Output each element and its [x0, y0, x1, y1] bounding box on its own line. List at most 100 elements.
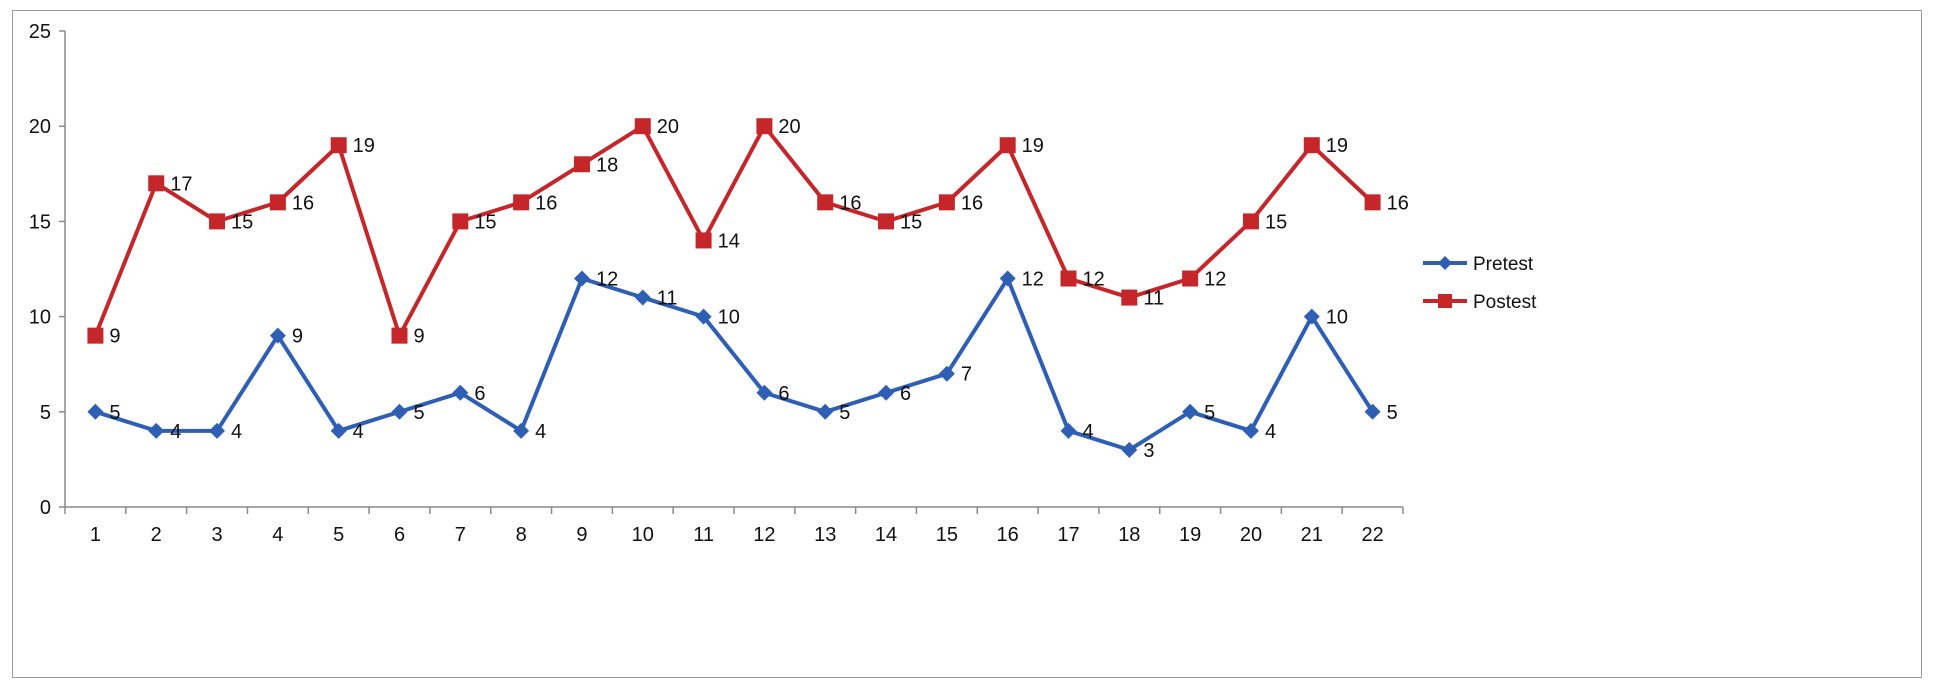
pretest-point [817, 403, 834, 420]
postest-series-line [93, 124, 1374, 338]
pretest-legend-label: Pretest [1473, 254, 1534, 275]
postest-point [148, 175, 165, 192]
x-tick-label: 11 [693, 524, 714, 546]
pretest-point [330, 422, 347, 439]
postest-point [330, 137, 347, 154]
series-layer [87, 118, 1381, 458]
pretest-point [695, 308, 712, 325]
x-tick-label: 19 [1179, 524, 1201, 546]
pretest-series-line [94, 276, 1375, 452]
x-tick-label: 14 [875, 524, 897, 546]
x-tick-label: 9 [576, 524, 587, 546]
pretest-data-label: 10 [1326, 307, 1348, 329]
postest-data-label: 15 [231, 211, 253, 233]
pretest-data-label: 6 [778, 383, 789, 405]
y-tick-label: 25 [29, 21, 51, 43]
pretest-point [87, 403, 104, 420]
pretest-data-label: 3 [1143, 440, 1154, 462]
pretest-point [269, 327, 286, 344]
pretest-point [209, 422, 226, 439]
pretest-point [1303, 308, 1320, 325]
chart-frame: 0 5 10 15 20 25 1 2 3 4 5 6 7 8 9 10 11 12 13 14 15 16 17 18 19 2… [12, 10, 1922, 678]
postest-data-label: 12 [1204, 269, 1226, 291]
pretest-data-label: 9 [292, 326, 303, 348]
postest-point [938, 194, 955, 211]
postest-point [695, 232, 712, 249]
x-tick-label: 17 [1057, 524, 1079, 546]
postest-point [269, 194, 286, 211]
x-tick-label: 10 [632, 524, 654, 546]
postest-point [1121, 289, 1138, 306]
pretest-point [1182, 403, 1199, 420]
pretest-data-label: 5 [839, 402, 850, 424]
postest-data-label: 18 [596, 154, 618, 176]
pretest-data-label: 4 [1265, 421, 1276, 443]
x-tick-label: 3 [211, 524, 222, 546]
pretest-data-label: 6 [900, 383, 911, 405]
pretest-data-label: 12 [1022, 269, 1044, 291]
pretest-point [1121, 441, 1138, 458]
pretest-data-label: 4 [170, 421, 181, 443]
y-tick-label: 0 [40, 497, 51, 519]
postest-data-label: 12 [1083, 269, 1105, 291]
pretest-data-label: 4 [1083, 421, 1094, 443]
x-tick-label: 20 [1240, 524, 1262, 546]
x-tick-label: 18 [1118, 524, 1140, 546]
x-tick-label: 4 [272, 524, 283, 546]
pretest-data-label: 11 [657, 288, 678, 310]
pretest-point [878, 384, 895, 401]
pretest-data-label: 5 [414, 402, 425, 424]
pretest-data-label: 7 [961, 364, 972, 386]
postest-data-label: 15 [1265, 211, 1287, 233]
postest-point [1060, 270, 1077, 287]
x-tick-label: 16 [997, 524, 1019, 546]
x-tick-label: 8 [516, 524, 527, 546]
postest-point [878, 213, 895, 230]
postest-data-label: 19 [353, 135, 375, 157]
pretest-point [1364, 403, 1381, 420]
postest-data-label: 15 [474, 211, 496, 233]
postest-data-label: 19 [1022, 135, 1044, 157]
y-tick-label: 20 [29, 116, 51, 138]
postest-data-label: 17 [170, 173, 192, 195]
pretest-data-label: 4 [535, 421, 546, 443]
pretest-point [999, 270, 1016, 287]
pretest-point [938, 365, 955, 382]
x-tick-label: 22 [1361, 524, 1383, 546]
y-tick-label: 15 [29, 211, 51, 233]
pretest-point [391, 403, 408, 420]
postest-legend-label: Postest [1473, 292, 1537, 313]
postest-point [999, 137, 1016, 154]
postest-data-label: 11 [1143, 288, 1164, 310]
postest-point [87, 327, 104, 344]
postest-point [1242, 213, 1259, 230]
pretest-point [452, 384, 469, 401]
pretest-data-label: 4 [231, 421, 242, 443]
pretest-data-label: 5 [1387, 402, 1398, 424]
pretest-data-label: 12 [596, 269, 618, 291]
x-tick-label: 15 [936, 524, 958, 546]
postest-point [573, 156, 590, 173]
postest-point [634, 118, 651, 135]
postest-point [513, 194, 530, 211]
x-tick-label: 12 [753, 524, 775, 546]
postest-data-label: 16 [535, 192, 557, 214]
pretest-point [148, 422, 165, 439]
postest-data-label: 20 [657, 116, 679, 138]
y-tick-label: 10 [29, 307, 51, 329]
postest-data-label: 14 [718, 230, 740, 252]
legend: Pretest Postest [1423, 254, 1537, 313]
x-tick-label: 7 [455, 524, 466, 546]
pretest-data-label: 5 [1204, 402, 1215, 424]
pretest-point [573, 270, 590, 287]
postest-data-label: 16 [961, 192, 983, 214]
x-tick-label: 6 [394, 524, 405, 546]
postest-data-label: 19 [1326, 135, 1348, 157]
x-tick-label: 21 [1301, 524, 1323, 546]
pretest-data-label: 4 [353, 421, 364, 443]
x-tick-label: 2 [151, 524, 162, 546]
pretest-data-label: 10 [718, 307, 740, 329]
data-labels: 5 4 4 9 4 5 6 4 12 11 10 6 5 6 7 12 4 3 5 4 10 5 9 17 15 16 19 9 15 1… [109, 116, 1408, 462]
